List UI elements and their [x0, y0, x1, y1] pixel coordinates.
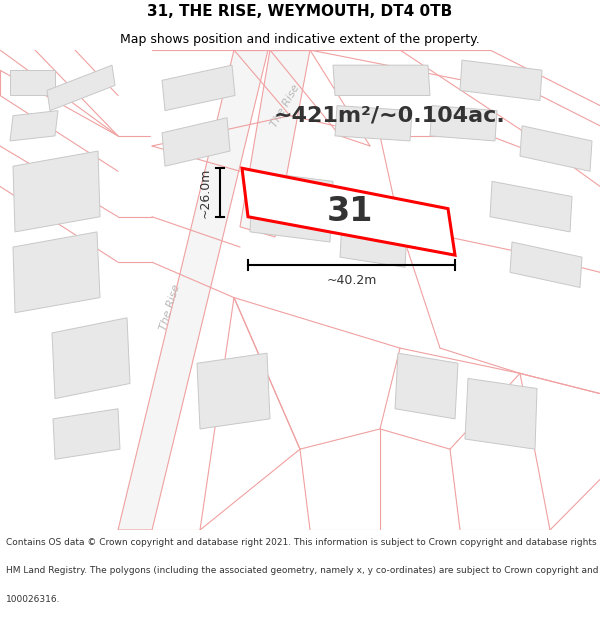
- Text: ~421m²/~0.104ac.: ~421m²/~0.104ac.: [274, 106, 506, 126]
- Polygon shape: [333, 65, 430, 96]
- Polygon shape: [395, 353, 458, 419]
- Polygon shape: [430, 106, 497, 141]
- Text: ~26.0m: ~26.0m: [199, 168, 212, 217]
- Text: Contains OS data © Crown copyright and database right 2021. This information is : Contains OS data © Crown copyright and d…: [6, 538, 600, 547]
- Polygon shape: [197, 353, 270, 429]
- Polygon shape: [510, 242, 582, 288]
- Polygon shape: [335, 106, 412, 141]
- Text: Map shows position and indicative extent of the property.: Map shows position and indicative extent…: [120, 32, 480, 46]
- Polygon shape: [162, 118, 230, 166]
- Polygon shape: [520, 126, 592, 171]
- Polygon shape: [162, 65, 235, 111]
- Polygon shape: [490, 181, 572, 232]
- Text: 31, THE RISE, WEYMOUTH, DT4 0TB: 31, THE RISE, WEYMOUTH, DT4 0TB: [148, 4, 452, 19]
- Polygon shape: [52, 318, 130, 399]
- Polygon shape: [465, 378, 537, 449]
- Text: 100026316.: 100026316.: [6, 594, 61, 604]
- Polygon shape: [10, 70, 55, 96]
- Text: The Rise: The Rise: [269, 82, 301, 129]
- Polygon shape: [340, 202, 408, 268]
- Polygon shape: [460, 60, 542, 101]
- Polygon shape: [47, 65, 115, 111]
- Polygon shape: [250, 171, 333, 242]
- Polygon shape: [240, 50, 310, 237]
- Polygon shape: [13, 232, 100, 312]
- Polygon shape: [10, 111, 58, 141]
- Text: ~40.2m: ~40.2m: [326, 274, 377, 287]
- Text: The Rise: The Rise: [158, 284, 182, 332]
- Polygon shape: [242, 168, 455, 255]
- Text: 31: 31: [327, 195, 373, 228]
- Text: HM Land Registry. The polygons (including the associated geometry, namely x, y c: HM Land Registry. The polygons (includin…: [6, 566, 600, 575]
- Polygon shape: [118, 50, 268, 530]
- Polygon shape: [53, 409, 120, 459]
- Polygon shape: [13, 151, 100, 232]
